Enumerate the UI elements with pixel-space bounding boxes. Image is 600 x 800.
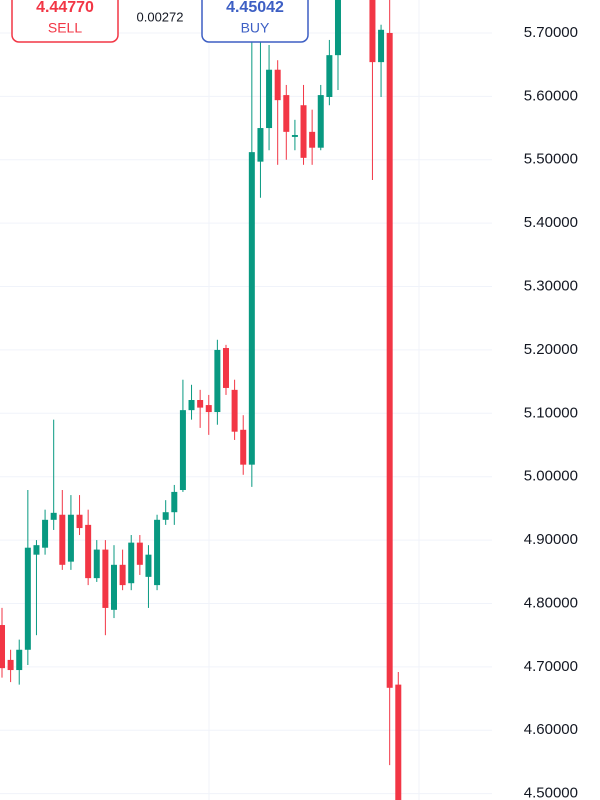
candle-body: [85, 524, 92, 579]
y-tick-label: 4.70000: [524, 658, 578, 675]
candle-body: [102, 549, 109, 608]
buy-label: BUY: [241, 20, 270, 36]
y-tick-label: 5.30000: [524, 277, 578, 294]
candle-body: [266, 69, 273, 129]
candles: [0, 0, 402, 800]
candle-body: [274, 69, 281, 101]
candle-body: [240, 429, 247, 465]
candle-body: [248, 152, 255, 465]
sell-box[interactable]: [11, 0, 119, 43]
candle-body: [59, 514, 66, 565]
y-tick-label: 5.10000: [524, 404, 578, 421]
sell-price: 4.44770: [36, 0, 94, 16]
y-tick-label: 4.80000: [524, 594, 578, 611]
buy-quote[interactable]: 4.45042 BUY: [201, 0, 309, 43]
candle-body: [214, 349, 221, 413]
candle-body: [154, 519, 161, 586]
candle-body: [136, 542, 143, 565]
candle-body: [171, 491, 178, 513]
candle-body: [257, 128, 264, 162]
candle-body: [231, 389, 238, 432]
buy-price: 4.45042: [226, 0, 284, 16]
y-tick-label: 5.50000: [524, 151, 578, 168]
candle-body: [145, 554, 152, 577]
candle-body: [93, 549, 100, 579]
candle-body: [50, 512, 57, 520]
sell-quote[interactable]: 4.44770 SELL: [11, 0, 119, 43]
candle-body: [42, 519, 49, 548]
candle-body: [386, 32, 393, 688]
candle-body: [291, 135, 298, 137]
y-tick-label: 5.40000: [524, 214, 578, 231]
candle-body: [0, 625, 5, 669]
candle-body: [7, 659, 14, 671]
candle-body: [24, 547, 31, 650]
y-tick-label: 5.60000: [524, 87, 578, 104]
candle-body: [67, 514, 74, 562]
candle-body: [110, 564, 117, 610]
buy-box[interactable]: [201, 0, 309, 43]
candle-body: [205, 405, 212, 413]
grid: [0, 0, 492, 800]
candle-body: [162, 512, 169, 520]
candle-body: [76, 514, 83, 529]
candle-body: [309, 131, 316, 148]
y-tick-label: 5.20000: [524, 341, 578, 358]
candle-body: [300, 105, 307, 158]
y-tick-label: 5.70000: [524, 24, 578, 41]
y-tick-label: 4.60000: [524, 721, 578, 738]
sell-label: SELL: [48, 20, 82, 36]
candle-body: [33, 545, 40, 555]
candle-body: [179, 410, 186, 491]
candle-body: [326, 55, 333, 97]
candle-body: [395, 684, 402, 800]
candle-body: [222, 348, 229, 388]
candle-body: [16, 649, 23, 671]
price-axis: 4.50000 4.60000 4.70000 4.80000 4.90000 5.000…: [524, 24, 578, 800]
candle-body: [119, 564, 126, 586]
candle-body: [188, 400, 195, 411]
candle-body: [369, 0, 376, 63]
candle-body: [197, 400, 204, 408]
candle-body: [378, 29, 385, 63]
spread: 0.00272: [137, 9, 184, 24]
candle-body: [334, 0, 341, 56]
y-tick-label: 4.50000: [524, 785, 578, 800]
candle-body: [128, 542, 135, 584]
candle-body: [317, 95, 324, 148]
y-tick-label: 5.00000: [524, 468, 578, 485]
candle-body: [283, 95, 290, 132]
y-tick-label: 4.90000: [524, 531, 578, 548]
